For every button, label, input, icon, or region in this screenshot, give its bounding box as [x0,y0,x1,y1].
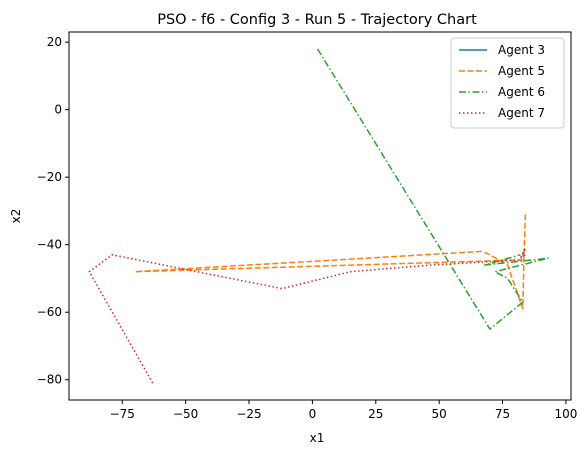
x-tick-label: 100 [554,407,577,421]
x-tick-label: 50 [432,407,447,421]
y-tick-label: −60 [37,305,62,319]
x-tick-label: −25 [236,407,261,421]
legend-label: Agent 6 [498,85,545,99]
legend-label: Agent 7 [498,106,545,120]
x-axis-label: x1 [310,431,325,445]
chart-title: PSO - f6 - Config 3 - Run 5 - Trajectory… [157,12,477,28]
x-tick-label: 75 [495,407,510,421]
series-line-agent-5 [134,214,527,310]
y-tick-label: −40 [37,238,62,252]
y-tick-label: −80 [37,373,62,387]
y-tick-label: 20 [47,35,62,49]
series-layer [88,48,549,384]
series-line-agent-3 [522,254,526,258]
ticks-layer: −75 −50 −25 0 25 50 75 100 20 0 −20 −40 −60 −80 [37,35,578,421]
y-axis-label: x2 [9,209,23,224]
x-tick-label: −50 [173,407,198,421]
y-tick-label: −20 [37,170,62,184]
series-line-agent-6 [316,48,549,330]
series-line-agent-7 [88,247,527,384]
x-tick-label: 25 [368,407,383,421]
legend-label: Agent 5 [498,64,545,78]
plot-frame [68,31,572,401]
legend: Agent 3 Agent 5 Agent 6 Agent 7 [450,37,565,129]
x-tick-label: 0 [309,407,317,421]
legend-box [450,37,565,129]
x-tick-label: −75 [110,407,135,421]
y-tick-label: 0 [54,103,62,117]
legend-label: Agent 3 [498,43,545,57]
